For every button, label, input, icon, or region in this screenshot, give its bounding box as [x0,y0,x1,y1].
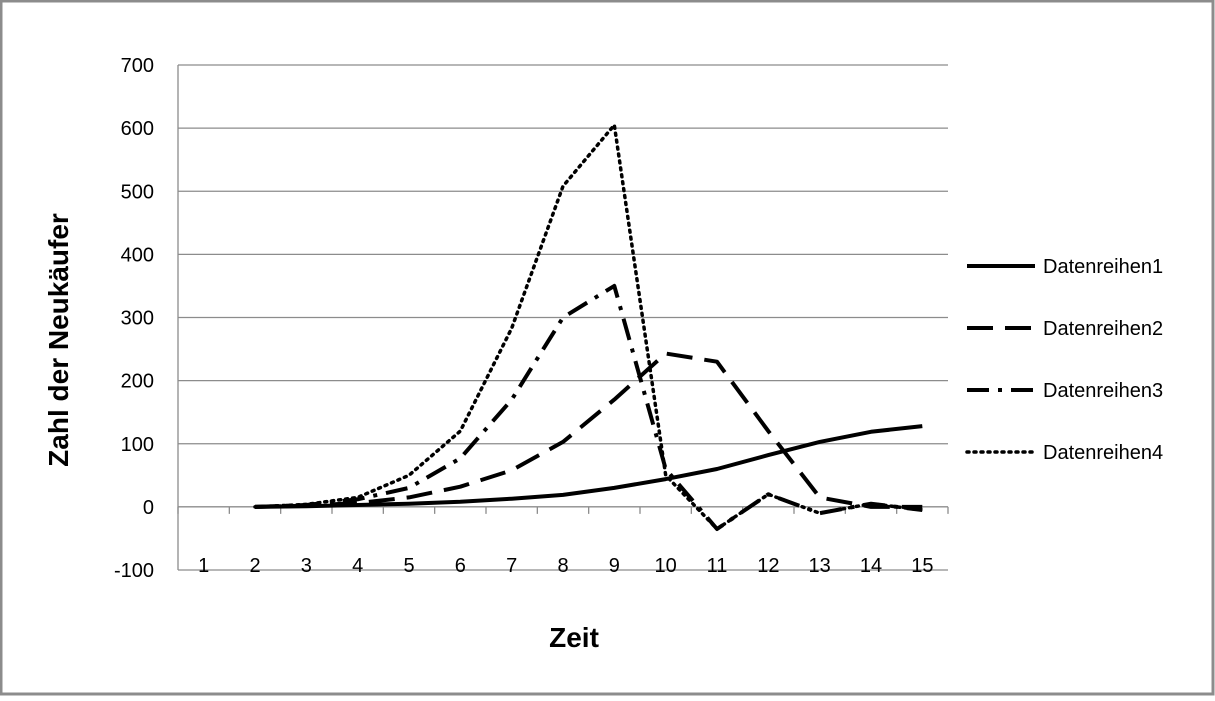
y-tick-label: 600 [121,118,154,140]
y-tick-label: 300 [121,308,154,330]
x-tick-label: 10 [655,555,677,577]
x-axis-title: Zeit [549,622,599,653]
x-tick-label: 4 [352,555,363,577]
x-tick-label: 13 [809,555,831,577]
y-tick-label: 400 [121,244,154,266]
legend-label: Datenreihen2 [1043,318,1163,340]
x-tick-label: 3 [301,555,312,577]
legend: Datenreihen1 Datenreihen2 Datenreihen3 Date… [965,256,1163,464]
legend-label: Datenreihen1 [1043,256,1163,278]
y-tick-label: 700 [121,55,154,77]
x-tick-label: 8 [557,555,568,577]
x-tick-label: 15 [911,555,933,577]
x-tick-label: 2 [249,555,260,577]
series-lines [253,123,925,531]
legend-label: Datenreihen3 [1043,380,1163,402]
x-tick-label: 9 [609,555,620,577]
x-tick-label: 11 [707,555,728,577]
y-tick-label: 100 [121,434,154,456]
x-tick-label: 5 [403,555,414,577]
x-tick-label: 7 [506,555,517,577]
legend-item: Datenreihen3 [967,380,1163,402]
y-tick-label: 500 [121,181,154,203]
legend-item: Datenreihen2 [967,318,1163,340]
y-tick-label: -100 [114,560,154,582]
legend-item: Datenreihen1 [967,256,1163,278]
series-line-1 [254,424,923,509]
series-line-4 [253,123,925,531]
y-tick-label: 0 [143,497,154,519]
x-tick-label: 1 [198,555,209,577]
series-line-2 [254,351,923,509]
y-axis-title: Zahl der Neukäufer [43,213,74,467]
y-tick-label: 200 [121,371,154,393]
x-tick-label: 6 [455,555,466,577]
legend-label: Datenreihen4 [1043,442,1163,464]
legend-item: Datenreihen4 [965,442,1163,464]
x-tick-label: 14 [860,555,882,577]
x-tick-label: 12 [757,555,779,577]
